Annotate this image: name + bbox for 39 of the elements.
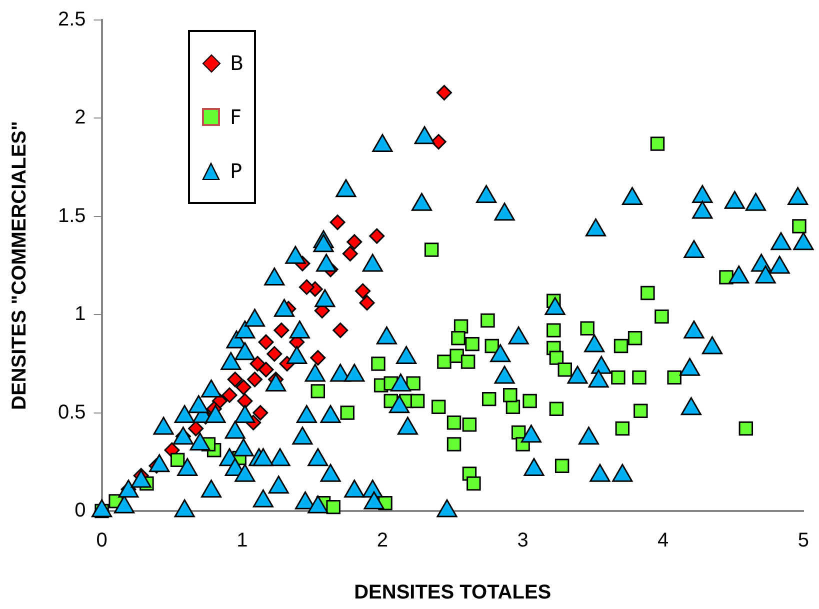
legend-label: B	[230, 51, 244, 75]
point	[252, 405, 268, 421]
y-tick-label: 1.5	[58, 204, 86, 227]
point	[266, 346, 282, 362]
point	[258, 334, 274, 350]
point	[237, 393, 253, 409]
y-tick-label: 2	[74, 106, 86, 129]
point	[430, 134, 446, 150]
point	[236, 380, 252, 396]
point	[346, 234, 362, 250]
point	[355, 283, 371, 299]
x-tick-label: 2	[376, 530, 388, 552]
point	[250, 356, 266, 372]
y-tick-label: 1	[74, 303, 86, 326]
point	[274, 322, 290, 338]
x-tick-label: 0	[96, 530, 108, 552]
y-tick-label: 0.5	[58, 401, 86, 424]
legend-label: F	[230, 105, 242, 129]
point	[332, 322, 348, 338]
point	[258, 362, 274, 378]
x-tick-label: 1	[236, 530, 248, 552]
y-axis-title: DENSITES "COMMERCIALES"	[8, 121, 31, 410]
x-tick-label: 3	[517, 530, 528, 552]
x-tick-label: 4	[658, 530, 669, 552]
y-tick-label: 0	[74, 500, 86, 522]
x-axis-title: DENSITES TOTALES	[354, 582, 552, 604]
point	[330, 214, 346, 230]
point	[310, 350, 326, 366]
point	[369, 228, 385, 244]
point	[359, 295, 375, 311]
point	[436, 84, 452, 100]
point	[227, 372, 243, 388]
point	[298, 279, 314, 295]
point	[342, 246, 358, 262]
legend-label: P	[230, 159, 242, 183]
point	[222, 387, 238, 403]
point	[247, 372, 263, 388]
x-tick-label: 5	[798, 530, 809, 552]
y-tick-label: 2.5	[58, 8, 86, 31]
